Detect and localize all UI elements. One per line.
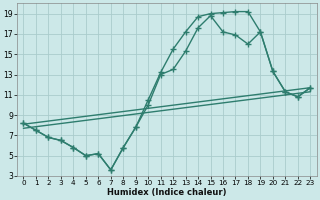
X-axis label: Humidex (Indice chaleur): Humidex (Indice chaleur) bbox=[107, 188, 227, 197]
